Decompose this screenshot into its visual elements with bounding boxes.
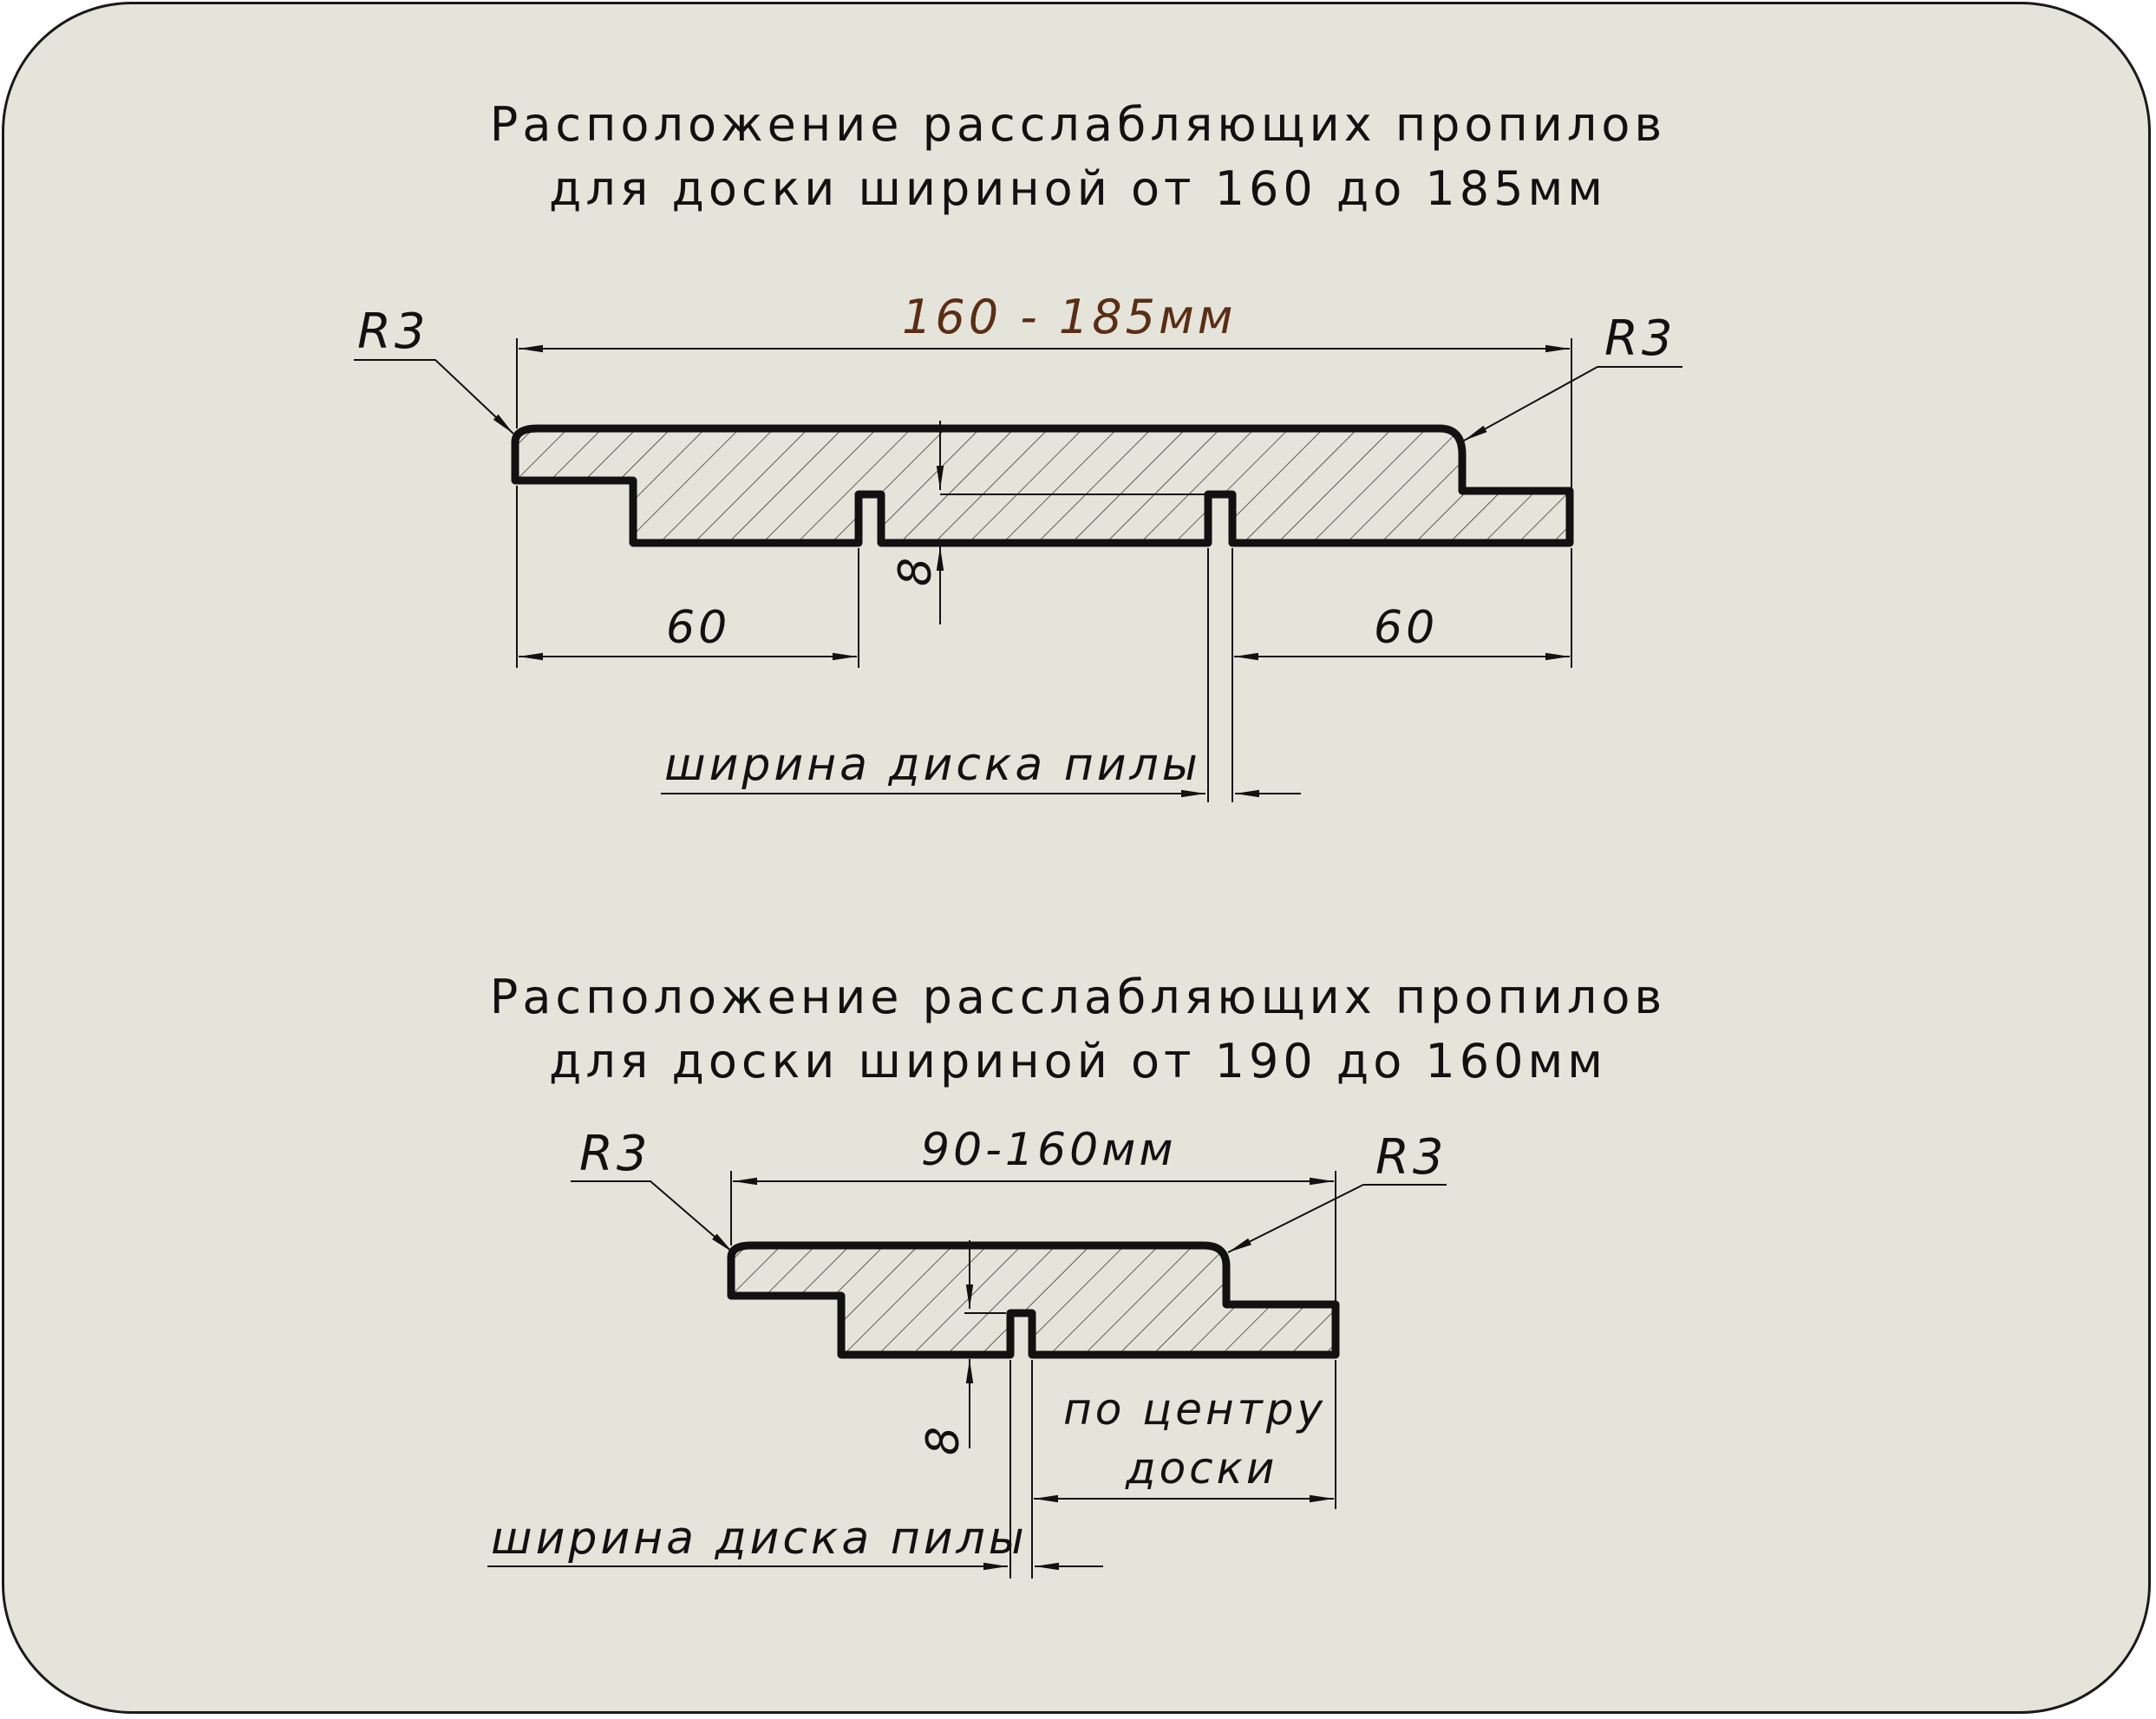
- r3-right-leader-1: [1463, 366, 1682, 441]
- board-section-1: [511, 424, 1574, 547]
- radius-right-label-2: R3: [1375, 1129, 1447, 1186]
- offset-right-label-1: 60: [1374, 602, 1439, 654]
- dimensions-2: [487, 1171, 1447, 1578]
- offset-left-label-1: 60: [666, 602, 731, 654]
- saw-width-label-1: ширина диска пилы: [664, 739, 1201, 791]
- depth-label-2: 8: [918, 1422, 970, 1455]
- center-label-line-2: доски: [1126, 1443, 1278, 1494]
- drawing-2-title-line-2: для доски шириной от 190 до 160мм: [549, 1034, 1607, 1088]
- r3-left-leader-1: [354, 359, 514, 435]
- radius-left-label-1: R3: [357, 304, 429, 360]
- drawing-2-title-line-1: Расположение расслабляющих пропилов: [489, 970, 1667, 1024]
- center-label-line-1: по центру: [1063, 1384, 1327, 1435]
- width-label-2: 90-160мм: [921, 1124, 1177, 1176]
- width-label-1: 160 - 185мм: [902, 290, 1237, 344]
- drawing-1-title-line-2: для доски шириной от 160 до 185мм: [549, 161, 1607, 216]
- board-section-2: [727, 1241, 1340, 1359]
- dimensions-1: [354, 338, 1682, 802]
- radius-right-label-1: R3: [1604, 310, 1676, 367]
- r3-right-leader-2: [1227, 1184, 1447, 1253]
- saw-width-label-2: ширина диска пилы: [491, 1513, 1028, 1565]
- radius-left-label-2: R3: [579, 1126, 651, 1182]
- drawing-1-title-line-1: Расположение расслабляющих пропилов: [489, 97, 1667, 152]
- board-profile-2: [727, 1241, 1340, 1359]
- depth-label-1: 8: [890, 553, 942, 586]
- board-profile-1: [511, 424, 1574, 547]
- r3-left-leader-2: [571, 1180, 734, 1253]
